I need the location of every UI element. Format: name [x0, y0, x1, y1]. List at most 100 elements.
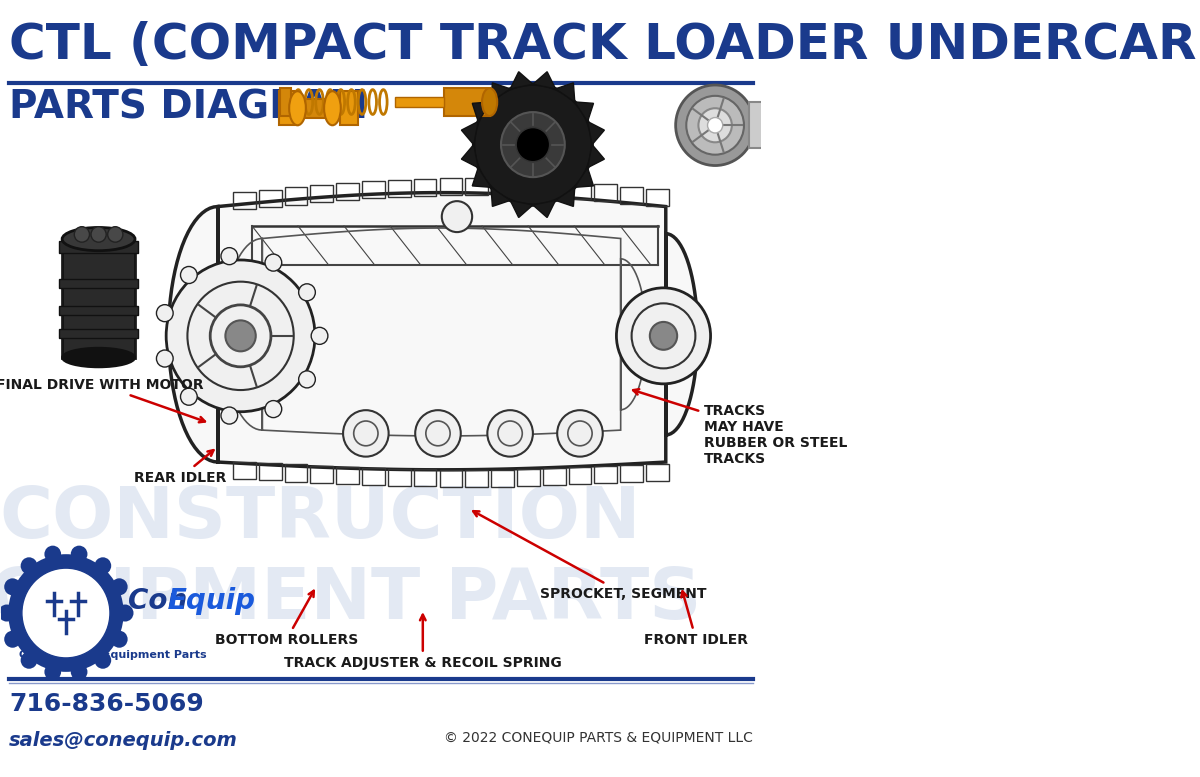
Text: TRACKS
MAY HAVE
RUBBER OR STEEL
TRACKS: TRACKS MAY HAVE RUBBER OR STEEL TRACKS: [634, 389, 847, 466]
Bar: [646, 464, 668, 481]
Polygon shape: [168, 193, 697, 470]
Circle shape: [91, 227, 106, 242]
Bar: [646, 189, 668, 206]
Circle shape: [71, 664, 88, 681]
Bar: [59, 241, 138, 253]
Text: TRACK ADJUSTER & RECOIL SPRING: TRACK ADJUSTER & RECOIL SPRING: [284, 615, 562, 671]
Ellipse shape: [289, 91, 306, 125]
Ellipse shape: [324, 91, 341, 125]
Circle shape: [110, 631, 127, 648]
Polygon shape: [491, 187, 510, 207]
Text: CONSTRUCTION
EQUIPMENT PARTS: CONSTRUCTION EQUIPMENT PARTS: [0, 484, 701, 633]
Circle shape: [474, 84, 592, 205]
Circle shape: [156, 350, 173, 367]
Circle shape: [311, 327, 328, 344]
Bar: [259, 463, 282, 480]
Bar: [569, 467, 592, 484]
Circle shape: [71, 545, 88, 563]
Ellipse shape: [482, 88, 497, 116]
Circle shape: [221, 407, 238, 424]
Bar: [336, 467, 359, 484]
Circle shape: [698, 108, 732, 142]
Circle shape: [44, 664, 61, 681]
Bar: [59, 305, 138, 315]
Text: 716-836-5069: 716-836-5069: [8, 692, 204, 716]
Polygon shape: [510, 71, 533, 89]
Circle shape: [44, 545, 61, 563]
Circle shape: [487, 410, 533, 457]
Circle shape: [22, 568, 110, 658]
Bar: [491, 469, 514, 486]
Bar: [284, 465, 307, 482]
Circle shape: [5, 631, 20, 648]
Bar: [491, 178, 514, 195]
Polygon shape: [462, 145, 478, 168]
Circle shape: [265, 401, 282, 417]
Circle shape: [166, 260, 314, 412]
Bar: [414, 469, 437, 486]
Text: BOTTOM ROLLERS: BOTTOM ROLLERS: [215, 591, 358, 647]
Circle shape: [617, 287, 710, 384]
Bar: [439, 470, 462, 486]
Circle shape: [108, 227, 122, 242]
Bar: [259, 190, 282, 207]
Circle shape: [221, 248, 238, 265]
Bar: [466, 178, 488, 195]
Text: sales@conequip.com: sales@conequip.com: [8, 730, 238, 750]
Text: PARTS DIAGRAM: PARTS DIAGRAM: [8, 88, 368, 126]
Polygon shape: [575, 102, 594, 121]
Bar: [542, 180, 565, 197]
Circle shape: [516, 127, 550, 162]
Bar: [59, 329, 138, 338]
Circle shape: [116, 605, 133, 622]
Bar: [444, 88, 490, 116]
Circle shape: [8, 554, 124, 672]
Bar: [517, 469, 540, 486]
Circle shape: [180, 388, 197, 406]
Circle shape: [299, 371, 316, 388]
Polygon shape: [588, 145, 605, 168]
Circle shape: [676, 85, 755, 166]
Circle shape: [226, 320, 256, 351]
Bar: [388, 179, 410, 197]
Polygon shape: [533, 71, 556, 89]
Text: © 2022 CONEQUIP PARTS & EQUIPMENT LLC: © 2022 CONEQUIP PARTS & EQUIPMENT LLC: [444, 730, 754, 744]
Polygon shape: [533, 200, 556, 218]
Bar: [280, 99, 359, 117]
Bar: [233, 462, 256, 479]
Bar: [594, 466, 617, 483]
Bar: [620, 186, 643, 204]
Polygon shape: [575, 168, 594, 187]
Bar: [362, 468, 385, 485]
Bar: [62, 246, 136, 357]
Bar: [388, 469, 410, 486]
Circle shape: [686, 96, 744, 155]
Bar: [233, 192, 256, 209]
Circle shape: [20, 652, 37, 669]
Circle shape: [180, 267, 197, 284]
Circle shape: [415, 410, 461, 457]
Bar: [569, 183, 592, 200]
Bar: [414, 179, 437, 196]
Circle shape: [0, 605, 16, 622]
Bar: [280, 91, 298, 125]
Bar: [517, 179, 540, 197]
Text: SPROCKET, SEGMENT: SPROCKET, SEGMENT: [473, 511, 707, 601]
Circle shape: [156, 305, 173, 322]
Circle shape: [708, 117, 722, 133]
Bar: [311, 466, 334, 483]
Circle shape: [95, 557, 112, 574]
Polygon shape: [588, 121, 605, 145]
Text: FRONT IDLER: FRONT IDLER: [644, 591, 748, 647]
Polygon shape: [510, 200, 533, 218]
Polygon shape: [556, 83, 575, 102]
Bar: [466, 470, 488, 487]
Text: Equip: Equip: [168, 587, 256, 615]
Text: Construction Equipment Parts: Construction Equipment Parts: [19, 650, 206, 660]
Text: FINAL DRIVE WITH MOTOR: FINAL DRIVE WITH MOTOR: [0, 378, 205, 422]
Bar: [395, 96, 444, 107]
Bar: [620, 465, 643, 482]
Bar: [311, 185, 334, 202]
Circle shape: [5, 578, 20, 595]
Polygon shape: [473, 102, 491, 121]
